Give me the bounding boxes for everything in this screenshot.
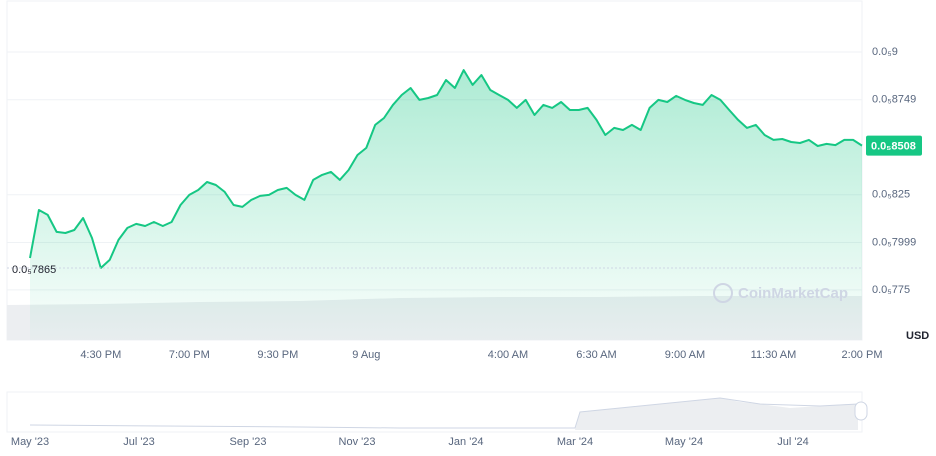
- currency-label: USD: [906, 330, 929, 342]
- x-tick-label: 7:00 PM: [169, 349, 210, 361]
- y-tick-label: 0.0₅8749: [872, 94, 916, 106]
- price-area: [30, 70, 862, 340]
- current-price-label: 0.0₅8508: [871, 141, 916, 153]
- navigator-label: Jul '23: [123, 436, 154, 448]
- x-tick-label: 9:00 AM: [665, 349, 705, 361]
- navigator-label: Sep '23: [230, 436, 267, 448]
- x-tick-label: 4:30 PM: [80, 349, 121, 361]
- watermark: CoinMarketCap: [713, 283, 848, 303]
- y-tick-label: 0.0₅775: [872, 284, 910, 296]
- navigator-area: [575, 398, 858, 430]
- x-tick-label: 6:30 AM: [576, 349, 616, 361]
- watermark-text: CoinMarketCap: [738, 285, 848, 302]
- navigator-label: Jul '24: [777, 436, 808, 448]
- current-price-tag: [866, 135, 922, 156]
- x-tick-label: 9 Aug: [352, 349, 380, 361]
- navigator-line: [29, 397, 859, 429]
- x-tick-label: 9:30 PM: [257, 349, 298, 361]
- y-tick-label: 0.0₅7999: [872, 236, 916, 248]
- x-tick-label: 2:00 PM: [842, 349, 883, 361]
- x-tick-label: 4:00 AM: [488, 349, 528, 361]
- navigator-handle[interactable]: [854, 401, 868, 421]
- navigator-label: Nov '23: [339, 436, 376, 448]
- y-tick-label: 0.0₅9: [872, 46, 898, 58]
- low-price-label: 0.0₅7865: [12, 264, 56, 276]
- y-tick-label: 0.0₅825: [872, 189, 910, 201]
- watermark-logo: [713, 283, 733, 303]
- price-line: [29, 69, 863, 269]
- navigator-label: Jan '24: [448, 436, 483, 448]
- x-tick-label: 11:30 AM: [751, 349, 797, 361]
- navigator-label: May '24: [665, 436, 703, 448]
- navigator-label: May '23: [11, 436, 49, 448]
- navigator-label: Mar '24: [557, 436, 593, 448]
